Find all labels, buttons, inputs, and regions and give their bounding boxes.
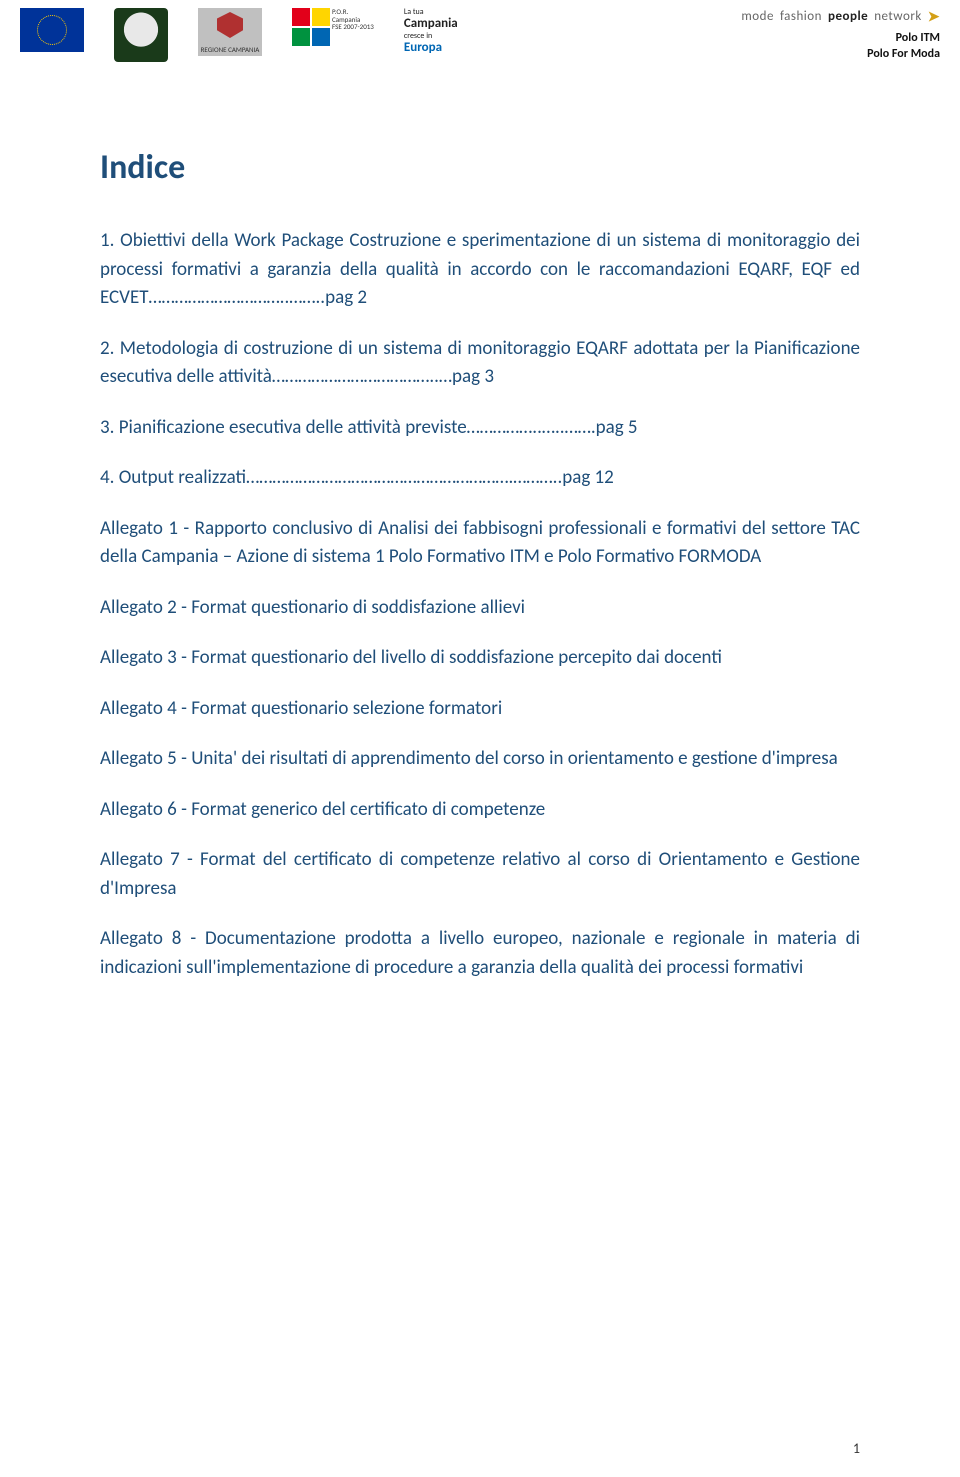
brand-bold: people [828, 9, 868, 24]
brand-block: mode fashion people network ➤ Polo ITM Pol… [741, 8, 940, 62]
por-campania-logo: P.O.R. Campania FSE 2007-2013 [292, 8, 374, 46]
allegato-6: Allegato 6 - Format generico del certifi… [100, 796, 860, 825]
allegato-5: Allegato 5 - Unita' dei risultati di app… [100, 745, 860, 774]
brand-mid: fashion [780, 9, 822, 24]
por-text: P.O.R. Campania FSE 2007-2013 [332, 8, 374, 31]
regione-label: REGIONE CAMPANIA [198, 45, 262, 54]
toc-item-3: 3. Pianificazione esecutiva delle attivi… [100, 414, 860, 443]
allegato-2: Allegato 2 - Format questionario di sodd… [100, 594, 860, 623]
brand-left: mode [741, 9, 774, 24]
toc-item-4: 4. Output realizzati……………………………………………………… [100, 464, 860, 493]
page-title: Indice [100, 142, 860, 193]
allegato-4: Allegato 4 - Format questionario selezio… [100, 695, 860, 724]
ce-line-4: Europa [404, 41, 458, 56]
polo-line-1: Polo ITM [741, 31, 940, 47]
ce-line-2: Campania [404, 17, 458, 32]
toc-item-1: 1. Obiettivi della Work Package Costruzi… [100, 227, 860, 313]
document-content: Indice 1. Obiettivi della Work Package C… [0, 62, 960, 982]
eu-flag-logo [20, 8, 84, 52]
brand-right: network [874, 9, 922, 24]
allegato-1: Allegato 1 - Rapporto conclusivo di Anal… [100, 515, 860, 572]
polo-lines: Polo ITM Polo For Moda [741, 31, 940, 62]
brand-arrow-icon: ➤ [928, 8, 940, 25]
page-number: 1 [853, 1440, 860, 1457]
allegato-7: Allegato 7 - Format del certificato di c… [100, 846, 860, 903]
campania-europa-logo: La tua Campania cresce in Europa [404, 8, 458, 56]
brand-line: mode fashion people network ➤ [741, 8, 940, 25]
allegato-8: Allegato 8 - Documentazione prodotta a l… [100, 925, 860, 982]
toc-item-2: 2. Metodologia di costruzione di un sist… [100, 335, 860, 392]
polo-line-2: Polo For Moda [741, 47, 940, 63]
regione-campania-logo: REGIONE CAMPANIA [198, 8, 262, 56]
italy-emblem-logo [114, 8, 168, 62]
header-logo-row: REGIONE CAMPANIA P.O.R. Campania FSE 200… [0, 0, 960, 62]
por-line-3: FSE 2007-2013 [332, 23, 374, 31]
allegato-3: Allegato 3 - Format questionario del liv… [100, 644, 860, 673]
